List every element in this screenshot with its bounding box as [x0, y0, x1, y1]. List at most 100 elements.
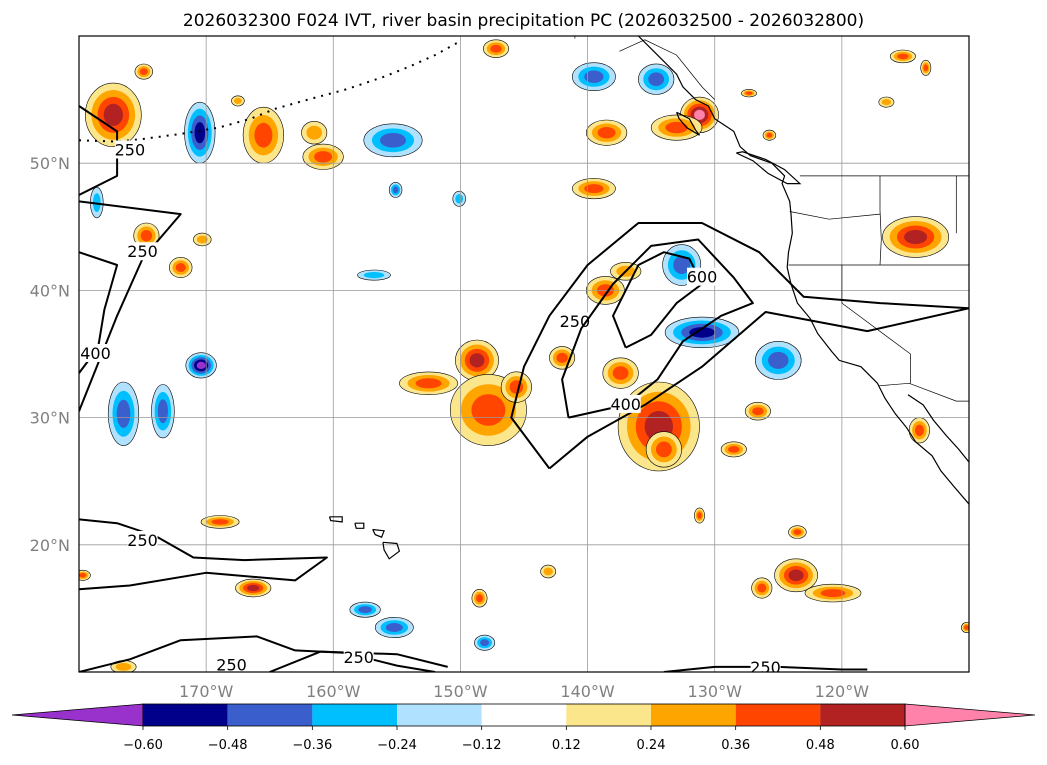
pc-shade-band: [234, 97, 242, 104]
pc-shade-band: [196, 361, 206, 369]
pc-region: [452, 190, 466, 207]
pc-region: [751, 577, 773, 599]
pc-shade-band: [380, 133, 406, 148]
border-line: [907, 394, 924, 406]
pc-shade-band: [490, 44, 502, 53]
contour-label-bg: [127, 530, 158, 549]
pc-region: [363, 123, 423, 158]
lat-tick-label: 40°N: [30, 281, 70, 300]
ivt-contour-line: [79, 518, 328, 591]
contour-label: 250: [127, 531, 158, 550]
pc-shade-band: [689, 327, 715, 338]
lon-tick-label: 160°W: [306, 682, 361, 701]
pc-region: [878, 96, 895, 108]
contour-label: 250: [343, 648, 374, 667]
coastline: [328, 516, 343, 523]
map-frame: [78, 35, 970, 673]
pc-shade-band: [139, 68, 148, 75]
pc-shade-band: [694, 109, 705, 120]
pc-shade-band: [543, 567, 553, 576]
colorbar-tick-label: 0.24: [637, 738, 666, 753]
contour-label-bg: [750, 658, 781, 672]
colorbar-extend-max: [904, 703, 1036, 727]
pc-shade-band: [415, 378, 442, 389]
chart-title: 2026032300 F024 IVT, river basin precipi…: [183, 11, 864, 31]
pc-region: [882, 216, 949, 258]
pc-shade-band: [656, 441, 672, 458]
pc-shade-band: [358, 606, 372, 614]
precipitation-pc-layer: [79, 39, 969, 672]
colorbar-cell: [651, 704, 736, 726]
pc-region: [540, 564, 557, 579]
ivt-contour-400: 400: [561, 238, 754, 419]
pc-region: [762, 129, 777, 141]
pc-shade-band: [697, 512, 702, 519]
pc-shade-band: [314, 151, 333, 163]
pc-region: [235, 578, 272, 598]
pc-region: [500, 371, 533, 403]
ivt-contour-600: 600: [612, 251, 717, 349]
pc-shade-band: [363, 272, 385, 279]
latitude-tick-labels: 50°N 40°N 30°N 20°N: [30, 154, 70, 555]
pc-shade-band: [115, 663, 132, 671]
pc-shade-band: [392, 186, 399, 194]
pc-region: [302, 143, 344, 170]
colorbar-extend-min: [11, 703, 144, 727]
lon-tick-label: 120°W: [815, 682, 870, 701]
pc-region: [572, 62, 616, 91]
contour-label-bg: [114, 140, 145, 159]
ivt-contour-250: 250: [269, 648, 448, 672]
colorbar-cell: [481, 704, 567, 726]
colorbar-cell: [312, 704, 397, 726]
longitude-tick-labels: 170°W 160°W 150°W 140°W 130°W 120°W: [179, 682, 869, 701]
colorbar-cell: [566, 704, 651, 726]
pc-region: [151, 384, 175, 439]
pc-region: [774, 558, 819, 593]
pc-region: [585, 119, 628, 146]
contour-label: 250: [127, 242, 158, 261]
colorbar-tick-label: 0.60: [891, 738, 920, 753]
pc-shade-band: [897, 53, 909, 60]
contour-label-bg: [610, 394, 641, 413]
coastline: [79, 40, 461, 143]
pc-region: [572, 178, 616, 200]
pc-shade-band: [788, 569, 804, 582]
pc-shade-band: [923, 64, 929, 72]
pc-region: [694, 507, 705, 524]
contour-label: 250: [216, 656, 247, 675]
ivt-contour-line: [612, 251, 703, 349]
ivt-contour-line: [510, 222, 969, 470]
colorbar-tick-label: 0.36: [721, 738, 750, 753]
pc-region: [455, 339, 499, 382]
pc-region: [920, 59, 932, 76]
pc-region: [231, 95, 245, 107]
contour-label-bg: [80, 344, 111, 362]
lon-tick-label: 150°W: [433, 682, 488, 701]
ivt-contour-line: [561, 238, 754, 419]
colorbar-tick-label: −0.60: [123, 738, 163, 753]
pc-region: [79, 569, 91, 581]
contour-label: 400: [610, 395, 641, 414]
colorbar-tick-label: 0.48: [806, 738, 835, 753]
colorbar-tick-label: −0.24: [377, 738, 417, 753]
pc-shade-band: [964, 625, 969, 630]
lat-tick-label: 30°N: [30, 409, 70, 428]
pc-shade-band: [793, 529, 802, 535]
pc-shade-band: [757, 583, 767, 593]
pc-region: [788, 525, 807, 539]
gridlines: [79, 36, 969, 672]
colorbar-cell: [143, 704, 228, 726]
pc-region: [741, 89, 757, 98]
colorbar-tick-label: 0.12: [552, 738, 581, 753]
border-line: [879, 175, 882, 266]
pc-region: [90, 187, 104, 219]
colorbar-cell: [735, 704, 821, 726]
pc-shade-band: [752, 407, 764, 416]
pc-region: [301, 120, 328, 145]
colorbar-cell: [820, 704, 905, 726]
pc-shade-band: [157, 399, 168, 424]
pc-region: [645, 431, 683, 468]
